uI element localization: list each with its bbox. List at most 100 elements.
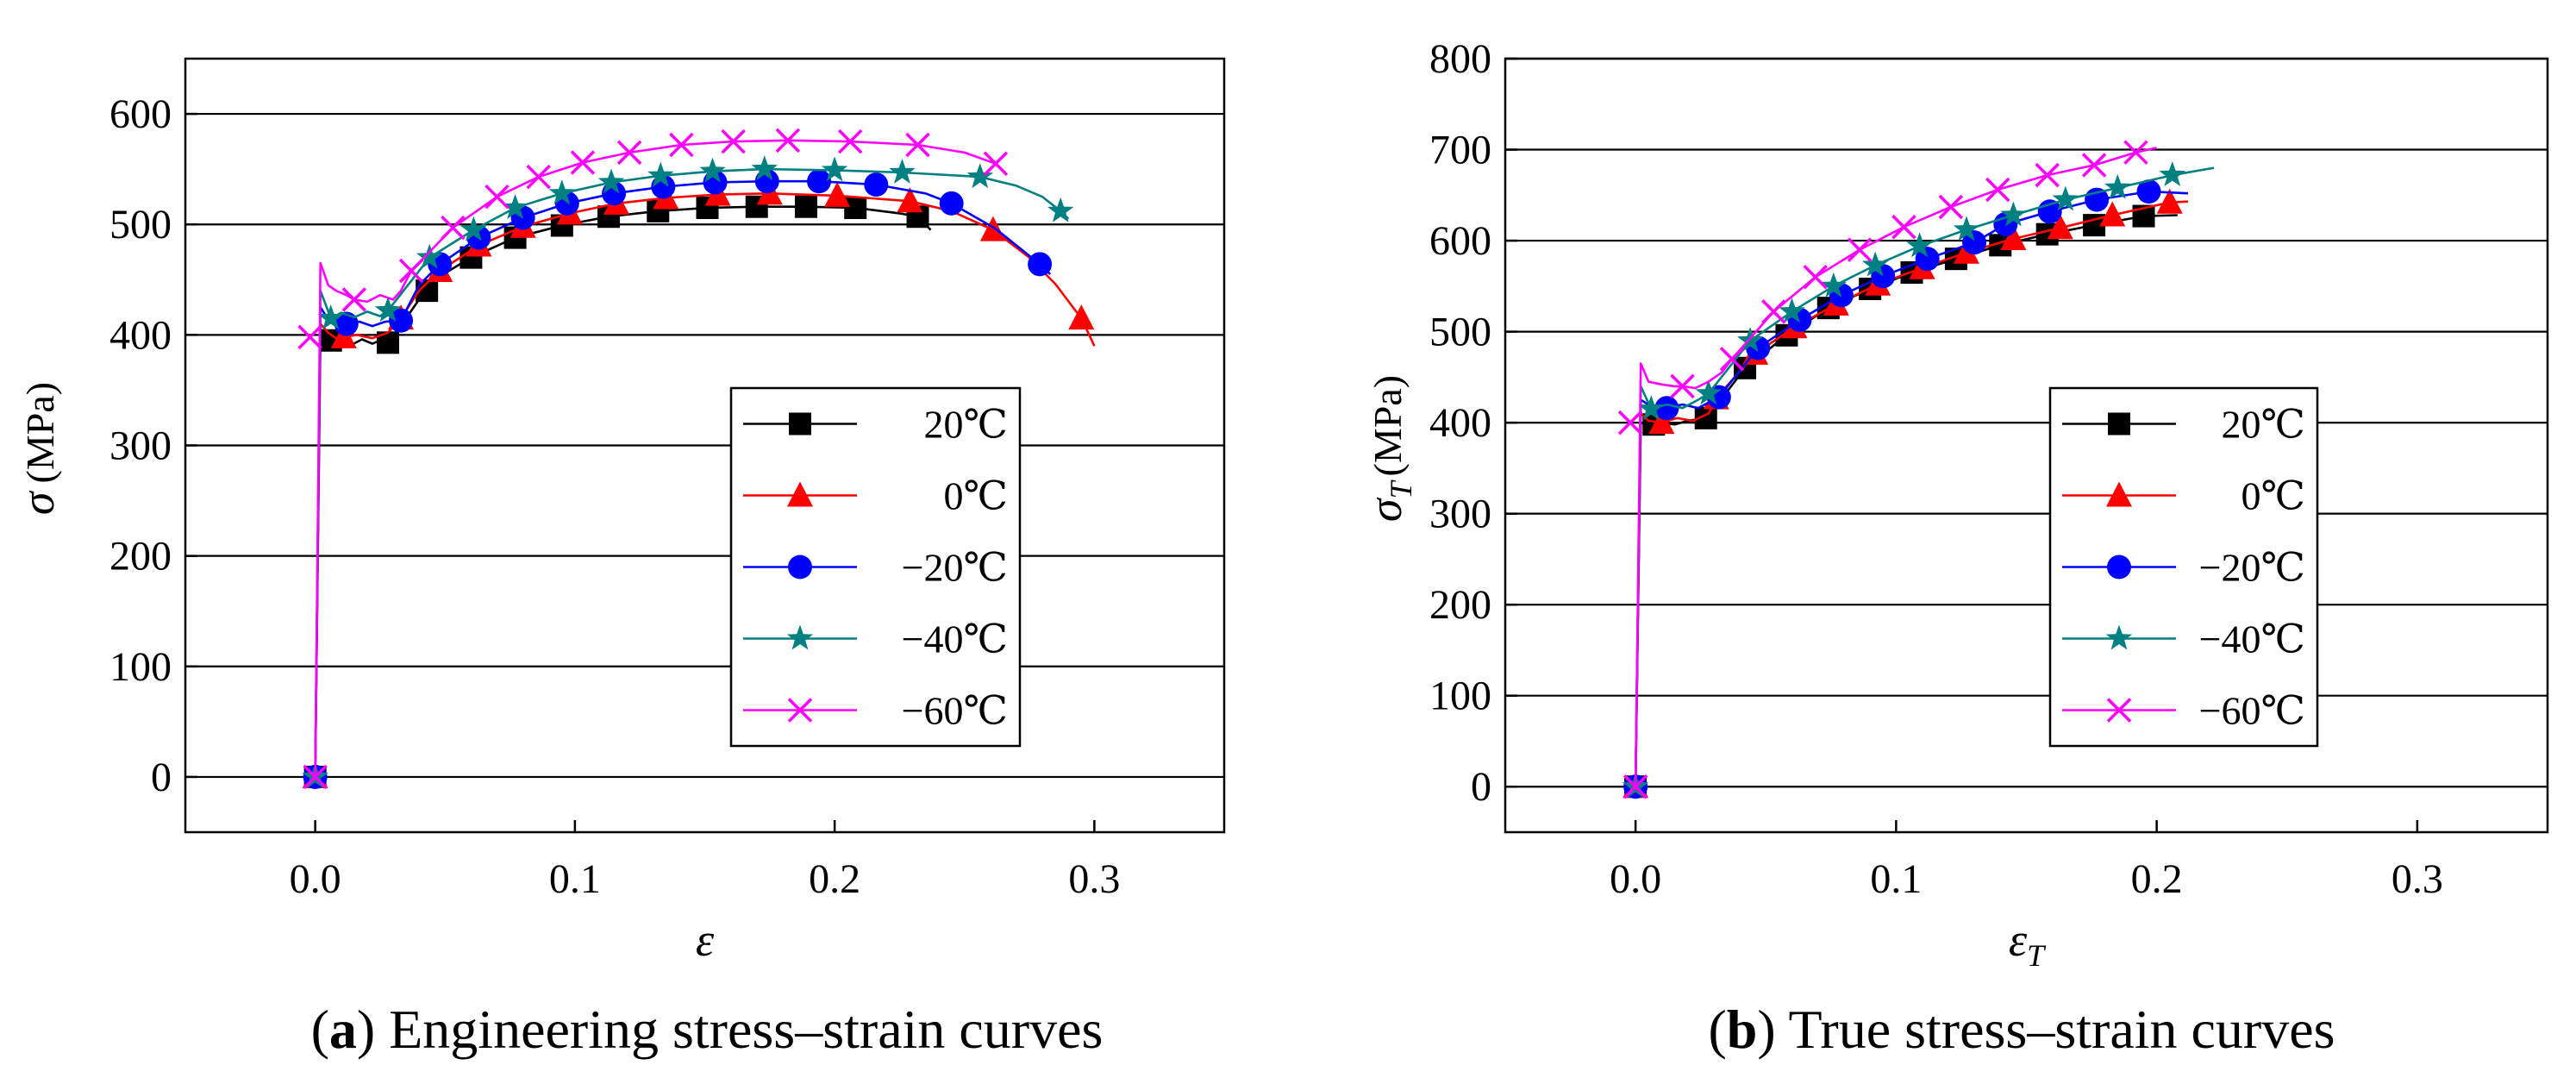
caption-text: True stress–strain curves	[1789, 999, 2335, 1060]
y-tick-label: 500	[1429, 310, 1491, 355]
y-axis-title: σT (MPa)	[1360, 375, 1418, 522]
data-point	[1695, 379, 1722, 405]
data-point	[699, 157, 726, 183]
data-point	[460, 216, 487, 241]
y-tick-label: 600	[109, 91, 172, 137]
data-point	[616, 140, 642, 166]
data-point	[905, 132, 930, 158]
y-tick-label: 200	[109, 534, 172, 580]
legend-entry: 0℃	[743, 474, 1008, 518]
legend-label: −40℃	[902, 617, 1008, 661]
y-tick-label: 600	[1429, 218, 1491, 264]
data-point	[570, 150, 596, 175]
y-axis-symbol: σ	[1360, 497, 1411, 522]
data-point	[1953, 216, 1980, 241]
series-3	[302, 155, 1074, 788]
legend-entry: −60℃	[2062, 689, 2305, 733]
data-point	[1938, 194, 1964, 220]
legend-marker	[2106, 698, 2132, 723]
caption-text: Engineering stress–strain curves	[389, 999, 1103, 1060]
x-tick-label: 0.1	[1870, 856, 1922, 902]
data-point	[548, 179, 575, 205]
caption-letter: a	[329, 999, 357, 1060]
caption-paren-close: )	[1757, 999, 1788, 1060]
data-point	[2136, 179, 2161, 204]
x-tick-label: 0.1	[549, 856, 601, 902]
data-point	[821, 156, 848, 182]
data-point	[721, 128, 746, 154]
x-tick-label: 0.0	[290, 856, 341, 902]
y-tick-label: 800	[1429, 36, 1491, 82]
data-point	[979, 216, 1006, 241]
y-axis-title: σ (MPa)	[12, 382, 64, 515]
series-line	[314, 167, 1070, 777]
data-point	[2047, 214, 2073, 240]
legend-marker	[2106, 481, 2132, 507]
y-tick-label: 700	[1429, 128, 1491, 173]
data-point	[669, 132, 694, 158]
legend-entry: 0℃	[2062, 474, 2305, 518]
y-axis-unit: (MPa)	[18, 382, 62, 484]
data-point	[2000, 224, 2027, 250]
y-tick-label: 0	[151, 755, 172, 800]
legend-label: 0℃	[944, 474, 1008, 518]
data-point	[1820, 272, 1848, 298]
panel-a-engineering-chart: 0 100 200 300 400 500 600 0.0 0.1 0.2 0.3 σ (MPa) ε 20…	[12, 57, 1226, 1060]
data-point	[794, 195, 817, 218]
data-point	[1617, 410, 1643, 435]
data-point	[1779, 298, 1805, 323]
caption-paren-open: (	[1708, 999, 1726, 1060]
data-point	[2052, 185, 2079, 211]
data-point	[526, 164, 551, 190]
data-point	[2081, 153, 2107, 178]
data-point	[416, 243, 443, 269]
data-point	[502, 194, 528, 219]
data-point	[889, 159, 916, 184]
legend-marker	[788, 555, 812, 580]
data-point	[1068, 304, 1095, 330]
legend-entry: −20℃	[2062, 546, 2305, 590]
data-point	[2156, 188, 2183, 214]
data-point	[2099, 201, 2126, 227]
y-tick-label: 500	[109, 202, 172, 248]
data-point	[1862, 251, 1889, 277]
y-axis-symbol: σ	[12, 490, 64, 515]
data-point	[2123, 140, 2148, 165]
y-tick-label: 0	[1471, 764, 1491, 810]
data-point	[775, 128, 801, 154]
x-tick-label: 0.0	[1610, 856, 1661, 902]
data-point	[1623, 774, 1648, 799]
legend-entry: −40℃	[2062, 617, 2305, 661]
legend-entry: −60℃	[743, 689, 1008, 733]
caption-letter: b	[1727, 999, 1758, 1060]
data-point	[398, 258, 424, 284]
legend-label: −60℃	[2199, 689, 2305, 733]
data-point	[1891, 214, 1916, 240]
data-point	[2000, 201, 2027, 227]
data-point	[864, 172, 889, 197]
data-point	[341, 287, 367, 312]
data-point	[1047, 197, 1074, 222]
data-point	[303, 764, 328, 790]
legend-label: −20℃	[902, 546, 1008, 590]
data-point	[1028, 252, 1053, 277]
data-point	[1847, 237, 1873, 262]
data-point	[2037, 199, 2062, 224]
data-point	[330, 323, 357, 348]
data-point	[939, 191, 964, 216]
x-axis-title: ε	[696, 914, 715, 966]
legend-label: 20℃	[2222, 403, 2305, 447]
x-axis-symbol: ε	[696, 914, 715, 966]
legend-marker	[2107, 555, 2131, 580]
data-point	[1761, 299, 1786, 324]
data-point	[2159, 161, 2185, 186]
legend-entry: −20℃	[743, 546, 1008, 590]
data-point	[297, 324, 322, 350]
x-axis-title: εT	[2009, 914, 2047, 973]
legend-marker	[787, 698, 813, 723]
data-point	[374, 297, 402, 323]
legend-entry: −40℃	[743, 617, 1008, 661]
y-tick-label: 300	[109, 423, 172, 469]
